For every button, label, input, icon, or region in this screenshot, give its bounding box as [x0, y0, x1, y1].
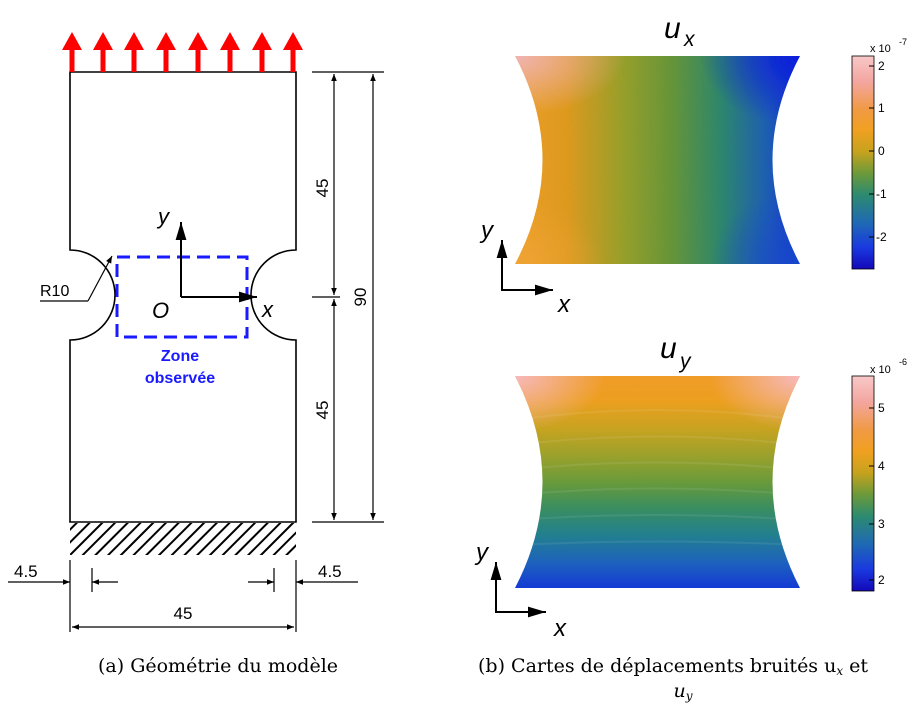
- dim-upper-label: 45: [313, 179, 332, 198]
- uy-title: u y: [660, 332, 692, 373]
- uy-colorbar-ticks: 5 4 3 2: [869, 401, 885, 587]
- uy-title-sub: y: [678, 350, 692, 373]
- ux-colorbar-exponent: x 10: [870, 43, 891, 55]
- load-arrow: [93, 32, 113, 72]
- caption-b: (b) Cartes de déplacements bruités ux et…: [478, 655, 908, 703]
- ux-tick-label: 1: [878, 101, 885, 115]
- ux-title: u x: [664, 12, 696, 51]
- ux-colorbar-ticks: 2 1 0 -1 -2: [869, 59, 887, 244]
- ux-field: [515, 56, 800, 264]
- panel-b-uy-map: u y x 10 -6 5 4 3 2 y x: [474, 332, 907, 642]
- ux-tick-label: -1: [876, 187, 887, 201]
- ux-title-main: u: [664, 12, 681, 45]
- dim-lower-label: 45: [313, 401, 332, 420]
- ux-tick-label: 0: [878, 144, 885, 158]
- zone-label-line1: Zone: [161, 348, 199, 365]
- uy-colorbar-exponent: x 10: [870, 364, 891, 376]
- load-arrow: [188, 32, 208, 72]
- load-arrow: [124, 32, 144, 72]
- load-arrow: [252, 32, 272, 72]
- clamped-base-hatch: [70, 523, 296, 555]
- panel-a-geometry: Zone observée y x O R10 45 45 90: [8, 32, 384, 632]
- uy-tick-label: 4: [878, 459, 885, 473]
- uy-tick-label: 2: [878, 573, 885, 587]
- uy-tick-label: 5: [878, 401, 885, 415]
- caption-b-sub1: x: [836, 664, 844, 678]
- vertical-dimensions: 45 45 90: [312, 71, 384, 523]
- caption-a-text: (a) Géométrie du modèle: [98, 655, 339, 677]
- uy-axis-y-label: y: [474, 539, 490, 566]
- caption-b-line1: (b) Cartes de déplacements bruités ux et: [478, 655, 908, 678]
- load-arrow: [220, 32, 240, 72]
- uy-title-main: u: [660, 332, 677, 365]
- ux-axis-x-label: x: [557, 291, 571, 318]
- axis-x-label: x: [261, 297, 274, 322]
- specimen-outline: [69, 71, 297, 523]
- uy-colorbar-exponent-power: -6: [899, 357, 907, 367]
- dim-offset-right-label: 4.5: [318, 562, 342, 581]
- ux-axis-y-label: y: [479, 217, 495, 244]
- axis-y-label: y: [156, 204, 171, 229]
- load-arrow: [156, 32, 176, 72]
- zone-label-line2: observée: [145, 370, 215, 387]
- load-arrows: [62, 32, 303, 72]
- ux-colorbar-exponent-power: -7: [899, 37, 907, 47]
- ux-colorbar: [851, 55, 875, 270]
- dim-offset-left-label: 4.5: [14, 562, 38, 581]
- ux-tick-label: 2: [878, 59, 885, 73]
- horizontal-dimensions: 4.5 4.5 45: [8, 560, 358, 632]
- caption-b-text: (b) Cartes de déplacements bruités u: [478, 655, 837, 677]
- load-arrow: [283, 32, 303, 72]
- dim-total-label: 90: [351, 288, 370, 307]
- origin-label: O: [152, 298, 169, 323]
- ux-tick-label: -2: [876, 230, 887, 244]
- load-arrow: [62, 32, 82, 72]
- caption-b-sub2: y: [685, 689, 693, 703]
- uy-tick-label: 3: [878, 517, 885, 531]
- dim-width-label: 45: [174, 604, 193, 623]
- ux-title-sub: x: [683, 28, 696, 51]
- uy-colorbar: [851, 375, 875, 592]
- uy-axis-x-label: x: [553, 615, 567, 642]
- caption-b-mid: et: [843, 655, 869, 677]
- radius-leader: [87, 255, 113, 302]
- caption-b-line2: uy: [478, 680, 888, 703]
- panel-b-ux-map: u x x 10 -7 2 1 0 -1 -2 y x: [479, 12, 907, 318]
- caption-a: (a) Géométrie du modèle: [98, 655, 338, 677]
- uy-field: [515, 376, 800, 588]
- radius-label: R10: [40, 283, 69, 300]
- caption-b-u: u: [673, 680, 686, 702]
